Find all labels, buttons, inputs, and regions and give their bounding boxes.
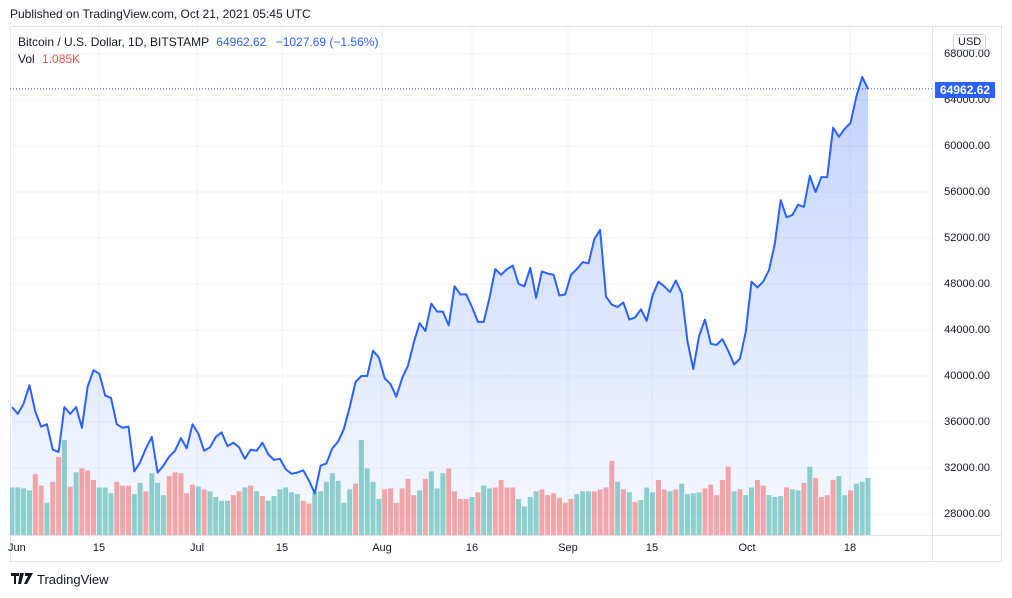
footer-brand-text: TradingView bbox=[37, 572, 109, 587]
last-price: 64962.62 bbox=[216, 35, 267, 49]
footer-brand[interactable]: TradingView bbox=[11, 572, 109, 587]
price-tick-label: 28000.00 bbox=[944, 508, 990, 520]
chart-plot-area[interactable] bbox=[10, 27, 932, 535]
price-tick-label: 60000.00 bbox=[944, 140, 990, 152]
time-tick-label: 15 bbox=[275, 542, 289, 554]
symbol-title: Bitcoin / U.S. Dollar, 1D, BITSTAMP bbox=[18, 35, 209, 49]
currency-button[interactable]: USD bbox=[953, 34, 987, 50]
time-axis[interactable]: Jun 15 Jul 15 Aug 16 Sep 15 Oct 18 bbox=[8, 535, 932, 562]
price-tick-label: 36000.00 bbox=[944, 416, 990, 428]
time-tick-label: 15 bbox=[645, 542, 659, 554]
price-tick-label: 52000.00 bbox=[944, 232, 990, 244]
price-tick-label: 48000.00 bbox=[944, 278, 990, 290]
price-tick-label: 44000.00 bbox=[944, 324, 990, 336]
price-chart-svg bbox=[10, 27, 932, 535]
chart-legend: Bitcoin / U.S. Dollar, 1D, BITSTAMP 6496… bbox=[18, 34, 378, 68]
volume-label: Vol bbox=[18, 52, 35, 66]
time-tick-label: Jul bbox=[189, 542, 205, 554]
price-tick-label: 32000.00 bbox=[944, 462, 990, 474]
tradingview-logo-icon bbox=[11, 572, 33, 587]
volume-value: 1.085K bbox=[42, 52, 81, 66]
price-tick-label: 56000.00 bbox=[944, 186, 990, 198]
price-tick-label: 40000.00 bbox=[944, 370, 990, 382]
price-axis[interactable]: 68000.00 64000.00 60000.00 56000.00 52000.00… bbox=[932, 27, 1002, 535]
price-tick-label: 68000.00 bbox=[944, 48, 990, 60]
time-tick-label: Jun bbox=[8, 542, 26, 554]
time-tick-label: 18 bbox=[843, 542, 857, 554]
published-caption: Published on TradingView.com, Oct 21, 20… bbox=[10, 7, 311, 21]
price-change: −1027.69 (−1.56%) bbox=[275, 35, 379, 49]
time-tick-label: Aug bbox=[372, 542, 392, 554]
time-tick-label: 15 bbox=[92, 542, 106, 554]
time-tick-label: 16 bbox=[465, 542, 479, 554]
time-tick-label: Sep bbox=[558, 542, 578, 554]
time-tick-label: Oct bbox=[738, 542, 756, 554]
last-price-tag: 64962.62 bbox=[935, 82, 996, 98]
axis-corner bbox=[932, 535, 1002, 562]
